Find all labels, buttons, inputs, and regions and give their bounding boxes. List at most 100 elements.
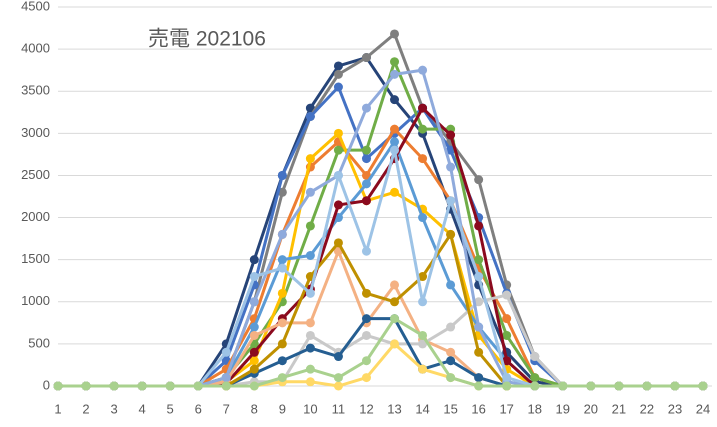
point <box>249 255 259 265</box>
point <box>305 364 315 374</box>
point <box>305 187 315 197</box>
point <box>305 103 315 113</box>
point <box>361 53 371 63</box>
point <box>333 69 343 79</box>
point <box>277 170 287 180</box>
point <box>390 69 400 79</box>
series-line <box>58 127 703 388</box>
x-tick-label: 22 <box>640 401 654 416</box>
point <box>249 347 259 357</box>
y-tick-label: 1500 <box>21 251 50 266</box>
point <box>446 356 456 366</box>
x-tick-label: 10 <box>303 401 317 416</box>
series-line <box>58 148 703 388</box>
point <box>277 318 287 328</box>
point <box>361 356 371 366</box>
point <box>390 57 400 67</box>
point <box>81 381 91 391</box>
point <box>305 288 315 298</box>
series <box>53 145 708 391</box>
point <box>390 95 400 105</box>
point <box>333 352 343 362</box>
point <box>249 272 259 282</box>
y-tick-label: 2000 <box>21 209 50 224</box>
point <box>361 246 371 256</box>
point <box>361 314 371 324</box>
y-tick-label: 4000 <box>21 41 50 56</box>
point <box>502 356 512 366</box>
point <box>418 213 428 223</box>
point <box>418 339 428 349</box>
point <box>474 322 484 332</box>
point <box>390 314 400 324</box>
point <box>390 280 400 290</box>
point <box>333 61 343 71</box>
point <box>698 381 708 391</box>
point <box>418 272 428 282</box>
x-tick-label: 14 <box>415 401 429 416</box>
point <box>446 130 456 140</box>
series <box>53 229 708 391</box>
point <box>277 263 287 273</box>
point <box>333 170 343 180</box>
series-line <box>58 232 703 388</box>
point <box>418 364 428 374</box>
x-tick-label: 13 <box>387 401 401 416</box>
point <box>221 381 231 391</box>
point <box>249 381 259 391</box>
point <box>361 170 371 180</box>
y-tick-label: 1000 <box>21 293 50 308</box>
y-tick-label: 500 <box>28 335 50 350</box>
series-line <box>58 342 703 388</box>
point <box>474 347 484 357</box>
point <box>418 297 428 307</box>
series-line <box>58 317 703 388</box>
x-tick-label: 9 <box>279 401 286 416</box>
point <box>277 229 287 239</box>
point <box>221 347 231 357</box>
point <box>446 347 456 357</box>
point <box>390 145 400 155</box>
point <box>305 221 315 231</box>
point <box>249 330 259 340</box>
point <box>530 381 540 391</box>
x-tick-label: 8 <box>251 401 258 416</box>
point <box>53 381 63 391</box>
point <box>249 364 259 374</box>
point <box>642 381 652 391</box>
point <box>305 343 315 353</box>
point <box>446 373 456 383</box>
point <box>502 330 512 340</box>
point <box>390 124 400 134</box>
point <box>305 154 315 164</box>
x-tick-label: 19 <box>556 401 570 416</box>
point <box>446 196 456 206</box>
point <box>249 356 259 366</box>
point <box>390 137 400 147</box>
point <box>361 330 371 340</box>
point <box>474 221 484 231</box>
point <box>305 377 315 387</box>
point <box>305 330 315 340</box>
series <box>53 339 708 391</box>
point <box>361 154 371 164</box>
series <box>53 314 708 391</box>
point <box>474 272 484 282</box>
x-tick-label: 21 <box>612 401 626 416</box>
point <box>361 288 371 298</box>
y-tick-label: 2500 <box>21 167 50 182</box>
point <box>446 162 456 172</box>
point <box>390 187 400 197</box>
point <box>137 381 147 391</box>
point <box>418 154 428 164</box>
point <box>418 65 428 75</box>
x-tick-label: 7 <box>223 401 230 416</box>
point <box>305 318 315 328</box>
series <box>53 314 708 391</box>
x-tick-label: 12 <box>359 401 373 416</box>
point <box>418 330 428 340</box>
point <box>277 288 287 298</box>
x-tick-label: 1 <box>54 401 61 416</box>
chart-title: 売電 202106 <box>148 28 266 51</box>
